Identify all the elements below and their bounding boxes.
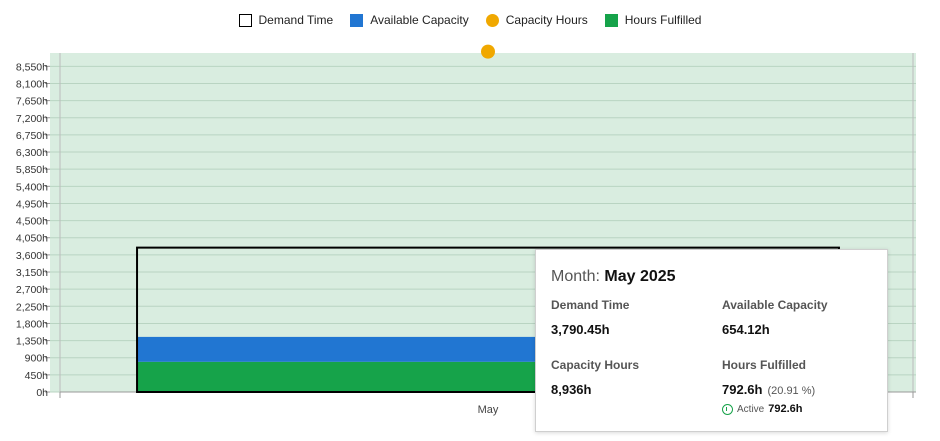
y-tick-label: 900h	[25, 353, 49, 365]
legend-label-capacity-hours: Capacity Hours	[505, 13, 588, 27]
y-tick-label: 4,950h	[16, 198, 48, 210]
legend-swatch-hours-fulfilled	[604, 13, 618, 27]
tooltip-demand-value: 3,790.45h	[551, 322, 610, 337]
chart-legend: Demand Time Available Capacity Capacity …	[0, 13, 940, 27]
y-tick-label: 8,100h	[16, 78, 48, 90]
legend-label-available-capacity: Available Capacity	[370, 13, 469, 27]
tooltip-capacity: Capacity Hours 8,936h	[551, 358, 639, 397]
tooltip-available: Available Capacity 654.12h	[722, 298, 828, 337]
tooltip-title: Month: May 2025	[551, 268, 676, 286]
tooltip-fulfilled-label: Hours Fulfilled	[722, 358, 806, 372]
legend-item-capacity-hours[interactable]: Capacity Hours	[485, 13, 588, 27]
tooltip-active-row: Active 792.6h	[722, 403, 802, 415]
y-tick-label: 2,700h	[16, 284, 48, 296]
y-tick-label: 4,050h	[16, 233, 48, 245]
y-tick-label: 3,600h	[16, 250, 48, 262]
y-tick-label: 1,350h	[16, 336, 48, 348]
y-tick-label: 5,400h	[16, 181, 48, 193]
y-tick-label: 6,750h	[16, 130, 48, 142]
x-tick-label: May	[478, 404, 499, 416]
y-tick-label: 4,500h	[16, 216, 48, 228]
legend-item-available-capacity[interactable]: Available Capacity	[350, 13, 469, 27]
legend-swatch-capacity-hours	[485, 13, 499, 27]
chart-tooltip: Month: May 2025 Demand Time 3,790.45h Av…	[535, 249, 888, 432]
tooltip-available-label: Available Capacity	[722, 298, 828, 312]
tooltip-title-value: May 2025	[604, 268, 676, 285]
y-tick-label: 0h	[36, 387, 48, 399]
tooltip-capacity-value: 8,936h	[551, 382, 592, 397]
y-tick-label: 2,250h	[16, 301, 48, 313]
tooltip-fulfilled: Hours Fulfilled 792.6h (20.91 %)	[722, 358, 815, 397]
legend-swatch-demand-time	[238, 13, 252, 27]
legend-item-demand-time[interactable]: Demand Time	[238, 13, 334, 27]
legend-label-demand-time: Demand Time	[258, 13, 334, 27]
y-tick-label: 1,800h	[16, 318, 48, 330]
legend-swatch-available-capacity	[350, 13, 364, 27]
tooltip-active-value: 792.6h	[768, 403, 803, 415]
point-capacity-hours	[481, 44, 495, 59]
tooltip-fulfilled-value-row: 792.6h (20.91 %)	[722, 382, 815, 397]
legend-item-hours-fulfilled[interactable]: Hours Fulfilled	[604, 13, 702, 27]
tooltip-title-key: Month:	[551, 268, 600, 285]
tooltip-capacity-label: Capacity Hours	[551, 358, 640, 372]
tooltip-demand-label: Demand Time	[551, 298, 630, 312]
active-status-icon	[722, 403, 733, 415]
tooltip-fulfilled-value: 792.6h	[722, 382, 763, 397]
y-tick-label: 6,300h	[16, 147, 48, 159]
tooltip-active-label: Active	[737, 403, 765, 415]
tooltip-fulfilled-pct: (20.91 %)	[767, 385, 816, 397]
legend-label-hours-fulfilled: Hours Fulfilled	[624, 13, 702, 27]
y-tick-label: 7,650h	[16, 96, 48, 108]
y-tick-label: 8,550h	[16, 61, 48, 73]
y-tick-label: 450h	[25, 370, 49, 382]
y-tick-label: 7,200h	[16, 113, 48, 125]
tooltip-demand: Demand Time 3,790.45h	[551, 298, 629, 337]
y-tick-label: 3,150h	[16, 267, 48, 279]
y-tick-label: 5,850h	[16, 164, 48, 176]
tooltip-available-value: 654.12h	[722, 322, 770, 337]
